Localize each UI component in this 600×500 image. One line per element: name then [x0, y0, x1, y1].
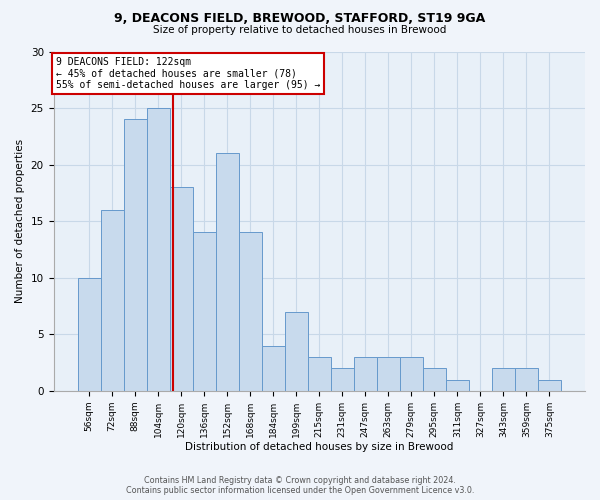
Bar: [492, 368, 515, 391]
Bar: [308, 357, 331, 391]
Bar: [216, 154, 239, 391]
Bar: [77, 278, 101, 391]
Text: Size of property relative to detached houses in Brewood: Size of property relative to detached ho…: [154, 25, 446, 35]
Bar: [101, 210, 124, 391]
X-axis label: Distribution of detached houses by size in Brewood: Distribution of detached houses by size …: [185, 442, 454, 452]
Bar: [124, 120, 147, 391]
Text: 9 DEACONS FIELD: 122sqm
← 45% of detached houses are smaller (78)
55% of semi-de: 9 DEACONS FIELD: 122sqm ← 45% of detache…: [56, 56, 320, 90]
Text: 9, DEACONS FIELD, BREWOOD, STAFFORD, ST19 9GA: 9, DEACONS FIELD, BREWOOD, STAFFORD, ST1…: [115, 12, 485, 26]
Bar: [331, 368, 354, 391]
Bar: [285, 312, 308, 391]
Bar: [446, 380, 469, 391]
Text: Contains HM Land Registry data © Crown copyright and database right 2024.
Contai: Contains HM Land Registry data © Crown c…: [126, 476, 474, 495]
Bar: [193, 232, 216, 391]
Bar: [170, 187, 193, 391]
Y-axis label: Number of detached properties: Number of detached properties: [15, 139, 25, 303]
Bar: [423, 368, 446, 391]
Bar: [147, 108, 170, 391]
Bar: [400, 357, 423, 391]
Bar: [239, 232, 262, 391]
Bar: [262, 346, 285, 391]
Bar: [538, 380, 561, 391]
Bar: [515, 368, 538, 391]
Bar: [377, 357, 400, 391]
Bar: [354, 357, 377, 391]
